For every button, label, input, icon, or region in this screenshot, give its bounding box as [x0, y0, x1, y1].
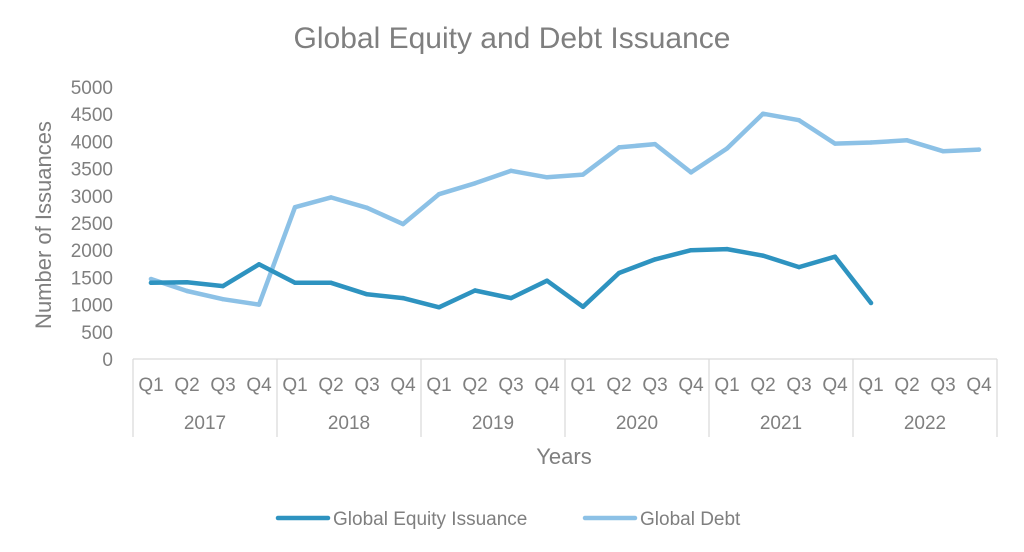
x-tick-quarter: Q4: [822, 375, 848, 396]
data-point: [760, 253, 766, 258]
x-tick-quarter: Q3: [354, 375, 379, 396]
x-tick-quarter: Q2: [606, 375, 631, 396]
x-tick-quarter: Q2: [174, 375, 199, 396]
data-point: [292, 205, 298, 210]
data-point: [256, 302, 262, 307]
y-tick-label: 2500: [71, 214, 113, 235]
y-tick-label: 1500: [71, 268, 113, 289]
data-point: [472, 288, 478, 293]
x-tick-quarter: Q3: [642, 375, 667, 396]
x-tick-quarter: Q1: [570, 375, 595, 396]
y-tick-label: 5000: [71, 78, 113, 99]
y-axis-label: Number of Issuances: [31, 121, 56, 329]
data-point: [760, 111, 766, 116]
legend-label: Global Debt: [640, 509, 741, 530]
x-tick-year: 2017: [184, 413, 226, 434]
x-tick-quarter: Q2: [894, 375, 919, 396]
x-tick-year: 2019: [472, 413, 514, 434]
data-point: [616, 145, 622, 150]
x-tick-quarter: Q3: [210, 375, 235, 396]
data-point: [724, 146, 730, 151]
data-point: [724, 246, 730, 252]
x-tick-year: 2020: [616, 413, 658, 434]
y-tick-label: 3000: [71, 187, 113, 208]
data-point: [220, 296, 226, 302]
data-point: [148, 280, 154, 286]
y-tick-label: 3500: [71, 160, 113, 181]
data-point: [508, 168, 514, 173]
x-tick-quarter: Q4: [246, 375, 272, 396]
data-point: [544, 175, 550, 180]
data-point: [616, 270, 622, 276]
x-tick-quarter: Q4: [534, 375, 560, 396]
data-point: [436, 305, 442, 310]
y-tick-label: 1000: [71, 296, 113, 317]
data-point: [508, 295, 514, 301]
x-tick-quarter: Q2: [462, 375, 487, 396]
data-point: [868, 140, 874, 145]
x-tick-quarter: Q1: [714, 375, 739, 396]
data-point: [796, 264, 802, 270]
data-point: [184, 280, 190, 285]
legend: Global Equity Issuance Global Debt: [275, 509, 741, 530]
data-point: [364, 205, 370, 210]
data-point: [832, 141, 838, 146]
y-tick-label: 4000: [71, 132, 113, 153]
y-axis-ticks: 0 500 1000 1500 2000 2500 3000 3500 4000 4500 5000: [71, 78, 113, 371]
data-point: [400, 221, 406, 227]
data-point: [796, 117, 802, 123]
x-tick-quarter: Q1: [282, 375, 307, 396]
data-point: [688, 170, 694, 175]
x-tick-quarter: Q1: [426, 375, 451, 396]
x-tick-quarter: Q2: [318, 375, 343, 396]
data-point: [256, 262, 262, 267]
data-point: [436, 191, 442, 197]
data-point: [148, 276, 154, 282]
x-tick-quarter: Q4: [390, 375, 416, 396]
y-tick-label: 500: [81, 323, 113, 344]
data-point: [832, 254, 838, 259]
data-point: [904, 138, 910, 143]
data-point: [400, 295, 406, 301]
x-tick-quarter: Q4: [678, 375, 704, 396]
data-point: [184, 288, 190, 294]
series-line-global-debt: [148, 111, 982, 307]
x-tick-year: 2018: [328, 413, 370, 434]
x-tick-year: 2022: [904, 413, 946, 434]
x-tick-quarter: Q3: [930, 375, 955, 396]
data-point: [328, 280, 334, 286]
x-tick-quarter: Q3: [786, 375, 811, 396]
x-axis: Q1 Q2 Q3 Q4 Q1 Q2 Q3 Q4 Q1 Q2 Q3 Q4 Q1 Q2 Q3 Q4 Q1 Q2 Q3 Q4…: [132, 358, 998, 437]
x-tick-quarter: Q4: [966, 375, 992, 396]
data-point: [940, 148, 946, 154]
chart-title: Global Equity and Debt Issuance: [294, 22, 731, 55]
data-point: [220, 283, 226, 289]
data-point: [364, 292, 370, 297]
data-point: [688, 248, 694, 253]
x-tick-year: 2021: [760, 413, 802, 434]
x-tick-quarter: Q2: [750, 375, 775, 396]
data-point: [580, 304, 586, 309]
data-point: [976, 147, 982, 152]
x-tick-quarter: Q1: [138, 375, 163, 396]
legend-label: Global Equity Issuance: [333, 509, 527, 530]
x-axis-label: Years: [536, 444, 591, 469]
data-point: [544, 278, 550, 283]
y-tick-label: 0: [102, 350, 113, 371]
y-tick-label: 4500: [71, 105, 113, 126]
data-point: [580, 172, 586, 177]
x-tick-quarter: Q3: [498, 375, 523, 396]
data-point: [328, 195, 334, 200]
data-point: [868, 300, 874, 306]
series-lines: [148, 111, 982, 310]
data-point: [652, 257, 658, 262]
y-tick-label: 2000: [71, 241, 113, 262]
data-point: [652, 141, 658, 147]
data-point: [292, 280, 298, 286]
data-point: [472, 181, 478, 186]
x-tick-quarter: Q1: [858, 375, 883, 396]
